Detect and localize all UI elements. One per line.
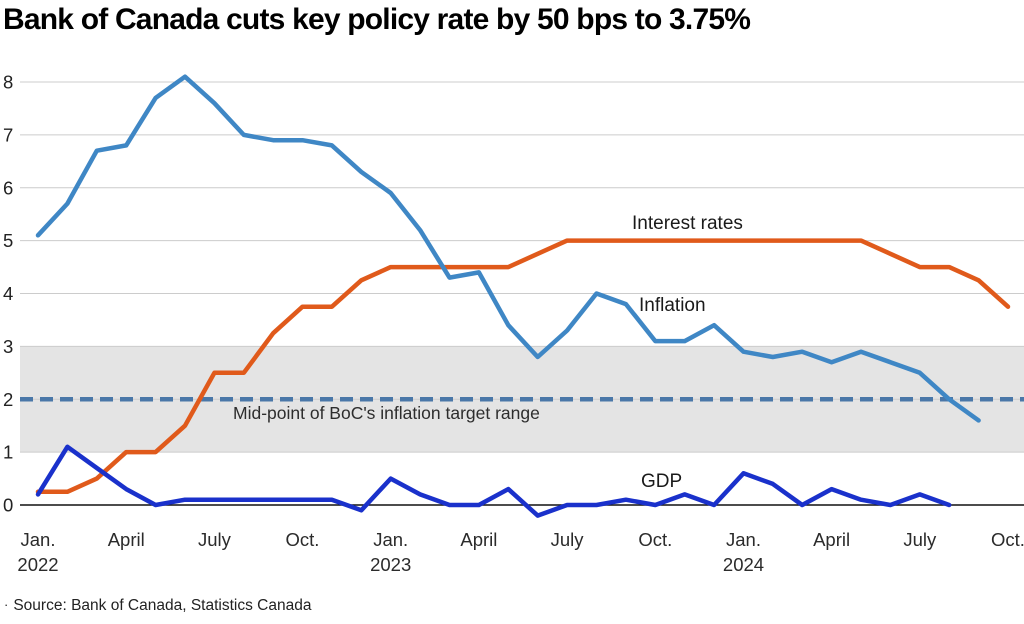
inflation-label: Inflation xyxy=(639,295,706,316)
source-text: Source: Bank of Canada, Statistics Canad… xyxy=(13,597,312,614)
axis-labels-layer: 0 1 2 3 4 5 6 7 8 Jan. 2022 April July Oct. Jan. 2023 Ap… xyxy=(3,72,1024,576)
y-tick-label: 4 xyxy=(3,283,13,304)
x-tick-label: July xyxy=(198,529,232,550)
x-tick-label: Oct. xyxy=(286,529,320,550)
y-tick-label: 0 xyxy=(3,495,13,516)
x-tick-label: Jan. xyxy=(726,529,761,550)
x-tick-label: July xyxy=(551,529,585,550)
y-tick-label: 2 xyxy=(3,389,13,410)
y-tick-label: 5 xyxy=(3,230,13,251)
x-tick-label: Oct. xyxy=(991,529,1024,550)
gdp-label: GDP xyxy=(641,471,682,492)
midpoint-annotation: Mid-point of BoC's inflation target rang… xyxy=(233,403,540,423)
interest-rates-label: Interest rates xyxy=(632,213,743,234)
x-tick-label: July xyxy=(903,529,937,550)
chart-title: Bank of Canada cuts key policy rate by 5… xyxy=(3,3,751,36)
x-tick-label: April xyxy=(108,529,145,550)
y-tick-label: 8 xyxy=(3,72,13,93)
series-layer xyxy=(35,74,1011,518)
x-tick-label: Jan. xyxy=(373,529,408,550)
series-line-gdp xyxy=(35,444,952,518)
y-tick-label: 6 xyxy=(3,177,13,198)
x-tick-year: 2022 xyxy=(17,554,58,575)
x-tick-label: Jan. xyxy=(21,529,56,550)
y-tick-label: 3 xyxy=(3,336,13,357)
x-tick-label: Oct. xyxy=(638,529,672,550)
x-tick-label: April xyxy=(813,529,850,550)
x-tick-label: April xyxy=(460,529,497,550)
x-tick-year: 2023 xyxy=(370,554,411,575)
series-line-interest-rates xyxy=(35,238,1011,495)
series-line-inflation xyxy=(35,74,981,423)
x-tick-year: 2024 xyxy=(723,554,764,575)
y-tick-label: 7 xyxy=(3,124,13,145)
source-note: · Source: Bank of Canada, Statistics Cana… xyxy=(4,597,311,615)
gridlines-layer xyxy=(20,81,1024,506)
y-tick-label: 1 xyxy=(3,442,13,463)
source-bullet: · xyxy=(4,597,9,612)
